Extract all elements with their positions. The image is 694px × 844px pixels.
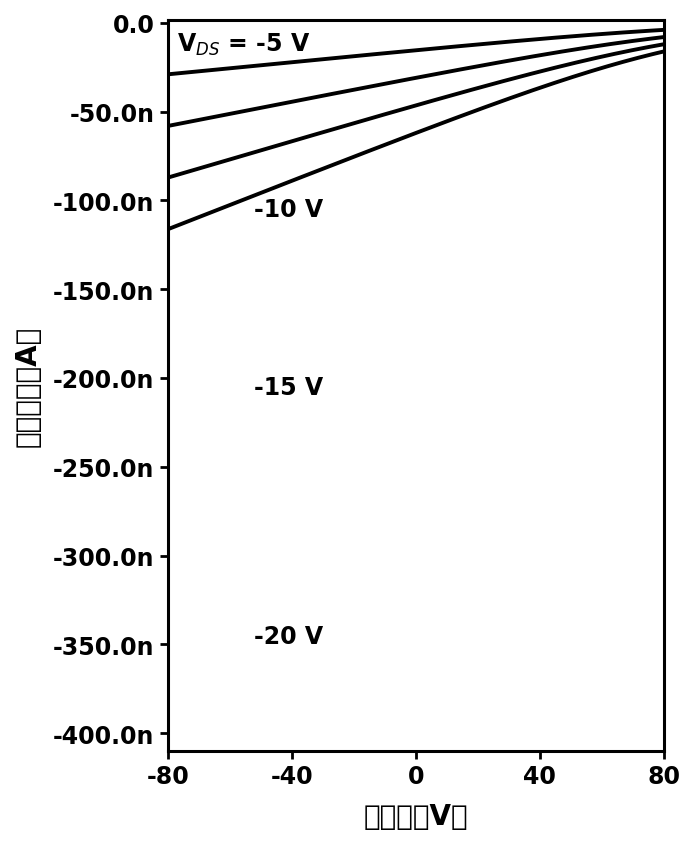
Text: V$_{DS}$ = -5 V: V$_{DS}$ = -5 V [177, 32, 310, 58]
Text: -15 V: -15 V [255, 376, 323, 399]
Text: -10 V: -10 V [255, 198, 323, 222]
Y-axis label: 源漏电流（A）: 源漏电流（A） [14, 326, 42, 446]
Text: -20 V: -20 V [255, 624, 323, 648]
X-axis label: 栊电压（V）: 栊电压（V） [364, 802, 468, 830]
